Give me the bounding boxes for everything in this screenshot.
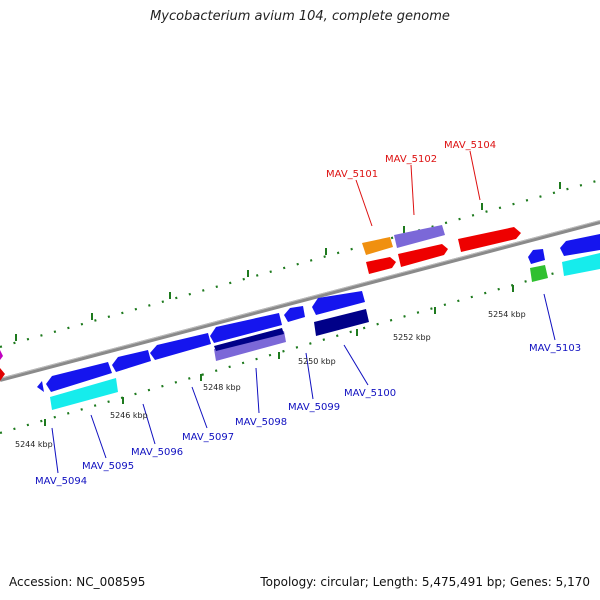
gene-label-mav-5102: MAV_5102 (385, 154, 437, 165)
gene-arrow-forward-red-2 (398, 244, 448, 267)
major-ticks (15, 182, 561, 426)
gene-arrow-edge-left-magenta (0, 350, 3, 360)
gene-arrow-mav-5100 (314, 309, 369, 336)
gene-arrow-mav-5098 (214, 331, 286, 361)
gene-label-mav-5099: MAV_5099 (288, 402, 340, 413)
gene-arrow-forward-red-1 (366, 257, 396, 274)
gene-label-mav-5094: MAV_5094 (35, 476, 87, 487)
gene-arrow-mav-5101 (362, 237, 393, 255)
leader-line-mav-5100 (343, 344, 369, 386)
tick-label: 5244 kbp (15, 440, 53, 449)
accession-text: Accession: NC_008595 (9, 575, 146, 589)
leader-line-mav-5095 (90, 414, 107, 459)
genome-stats-text: Topology: circular; Length: 5,475,491 bp… (260, 575, 590, 589)
leader-line-mav-5098 (255, 367, 260, 414)
leader-line-mav-5097 (191, 386, 208, 429)
gene-arrow-reverse-blue-4 (210, 313, 282, 343)
tick-label: 5252 kbp (393, 333, 431, 342)
gene-arrow-mav-5102 (394, 225, 445, 248)
gene-label-mav-5104: MAV_5104 (444, 140, 496, 151)
gene-label-mav-5103: MAV_5103 (529, 343, 581, 354)
map-title: Mycobacterium avium 104, complete genome (150, 9, 450, 24)
leader-line-mav-5096 (142, 403, 156, 445)
leader-line-mav-5102 (410, 164, 415, 216)
gene-label-mav-5095: MAV_5095 (82, 461, 134, 472)
leader-line-mav-5099 (305, 352, 314, 400)
gene-arrow-mav-5104 (458, 227, 521, 252)
gene-arrow-reverse-blue-6 (312, 291, 365, 315)
gene-arrow-reverse-blue-5 (284, 306, 305, 322)
gene-arrow-reverse-blue-1 (46, 362, 112, 392)
gene-label-mav-5101: MAV_5101 (326, 169, 378, 180)
tick-label: 5254 kbp (488, 310, 526, 319)
gene-arrow-reverse-cyan-2 (562, 253, 600, 276)
gene-arrow-reverse-blue-8 (560, 234, 600, 256)
gene-label-mav-5100: MAV_5100 (344, 388, 396, 399)
genome-backbone (0, 220, 600, 382)
gene-arrow-mav-5095 (50, 378, 118, 410)
gene-label-mav-5097: MAV_5097 (182, 432, 234, 443)
gene-arrow-reverse-blue-2 (112, 350, 151, 372)
gene-arrow-edge-left-red (0, 368, 5, 381)
gene-arrow-mav-5094 (37, 381, 44, 392)
leader-line-mav-5101 (355, 179, 373, 227)
gene-arrow-reverse-blue-7 (528, 249, 545, 264)
gene-arrow-mav-5103 (530, 265, 548, 282)
leader-line-mav-5094 (51, 427, 59, 474)
leader-line-mav-5104 (469, 150, 481, 201)
tick-label: 5250 kbp (298, 357, 336, 366)
gene-label-mav-5096: MAV_5096 (131, 447, 183, 458)
gene-arrow-reverse-navy-1 (214, 328, 284, 351)
gene-label-mav-5098: MAV_5098 (235, 417, 287, 428)
outer-tick-ring (0, 178, 600, 349)
tick-label: 5246 kbp (110, 411, 148, 420)
gene-arrow-reverse-blue-3 (150, 333, 211, 360)
tick-label: 5248 kbp (203, 383, 241, 392)
leader-line-mav-5103 (543, 293, 556, 341)
